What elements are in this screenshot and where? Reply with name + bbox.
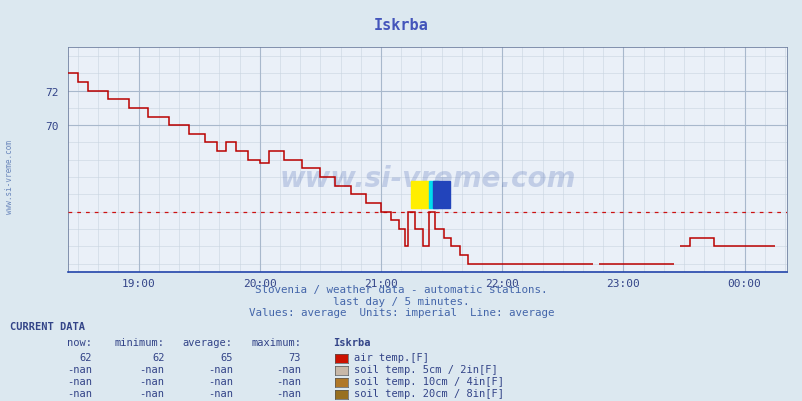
Text: -nan: -nan [208,400,233,401]
Text: 19:00: 19:00 [122,279,156,289]
Text: Iskrba: Iskrba [374,18,428,33]
Text: 23:00: 23:00 [606,279,639,289]
Text: soil temp. 30cm / 12in[F]: soil temp. 30cm / 12in[F] [354,400,510,401]
Text: last day / 5 minutes.: last day / 5 minutes. [333,296,469,306]
Bar [428,181,437,209]
Text: -nan: -nan [67,364,92,374]
Text: -nan: -nan [67,388,92,398]
Text: www.si-vreme.com: www.si-vreme.com [5,140,14,213]
Text: -nan: -nan [208,364,233,374]
Text: -nan: -nan [276,400,301,401]
Text: now:: now: [67,337,92,347]
Text: 22:00: 22:00 [484,279,518,289]
Text: -nan: -nan [67,400,92,401]
Text: 62: 62 [79,352,92,362]
Text: CURRENT DATA: CURRENT DATA [10,321,84,331]
Text: average:: average: [183,337,233,347]
Text: -nan: -nan [140,376,164,386]
Text: minimum:: minimum: [115,337,164,347]
Text: 65: 65 [220,352,233,362]
Text: 20:00: 20:00 [242,279,276,289]
Text: www.si-vreme.com: www.si-vreme.com [279,164,575,192]
Text: 62: 62 [152,352,164,362]
Text: -nan: -nan [67,376,92,386]
Text: air temp.[F]: air temp.[F] [354,352,428,362]
Text: 73: 73 [288,352,301,362]
Text: soil temp. 5cm / 2in[F]: soil temp. 5cm / 2in[F] [354,364,497,374]
Text: -nan: -nan [276,376,301,386]
Text: -nan: -nan [276,364,301,374]
Bar [432,181,449,209]
Text: 00:00: 00:00 [727,279,760,289]
Text: 21:00: 21:00 [363,279,397,289]
Text: -nan: -nan [208,376,233,386]
Text: -nan: -nan [140,364,164,374]
Text: Values: average  Units: imperial  Line: average: Values: average Units: imperial Line: av… [249,307,553,317]
Text: -nan: -nan [140,388,164,398]
Text: -nan: -nan [208,388,233,398]
Bar [411,181,428,209]
Text: -nan: -nan [140,400,164,401]
Text: soil temp. 10cm / 4in[F]: soil temp. 10cm / 4in[F] [354,376,504,386]
Text: -nan: -nan [276,388,301,398]
Text: Iskrba: Iskrba [333,337,371,347]
Text: soil temp. 20cm / 8in[F]: soil temp. 20cm / 8in[F] [354,388,504,398]
Text: Slovenia / weather data - automatic stations.: Slovenia / weather data - automatic stat… [255,285,547,295]
Text: maximum:: maximum: [251,337,301,347]
